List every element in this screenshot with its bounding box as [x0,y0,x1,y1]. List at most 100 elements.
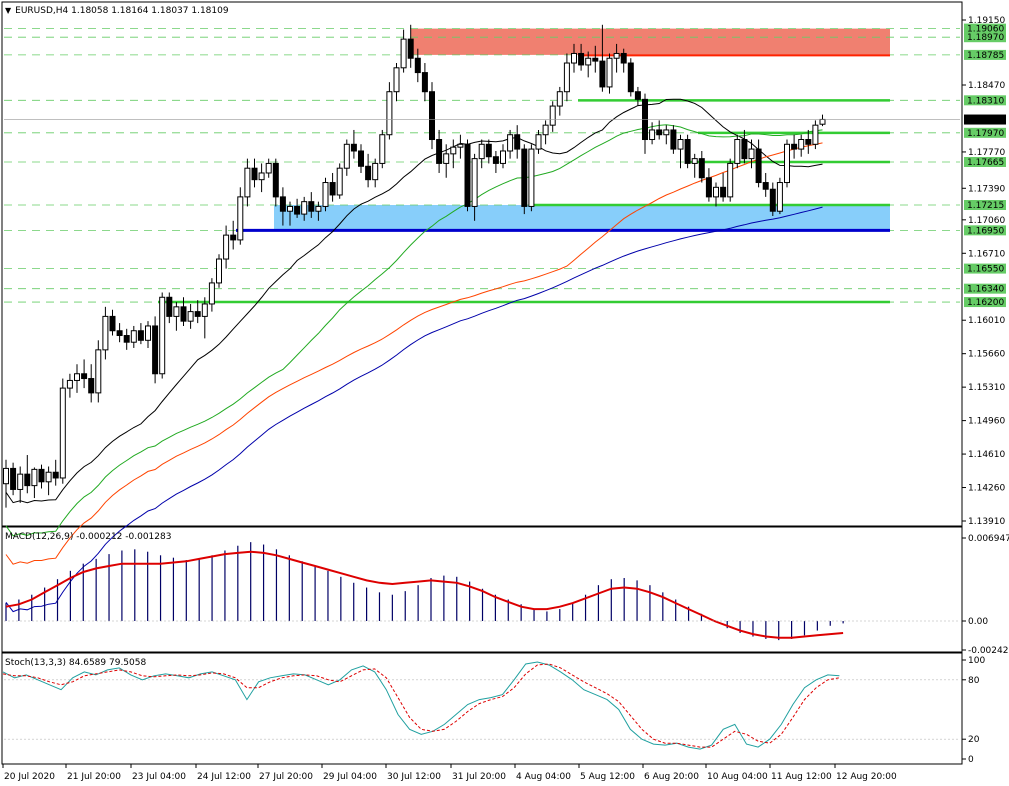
candle-body[interactable] [407,38,414,59]
candle-body[interactable] [159,296,166,375]
candle-body[interactable] [201,303,208,317]
stoch-panel[interactable] [1,652,963,765]
candle-body[interactable] [684,139,691,164]
candle-body[interactable] [38,468,45,483]
candle-body[interactable] [592,57,599,62]
candle-body[interactable] [507,134,514,152]
candle-body[interactable] [279,196,286,212]
candle-body[interactable] [336,167,343,196]
candle-body[interactable] [350,143,357,152]
candle-body[interactable] [421,72,428,93]
candle-body[interactable] [294,205,301,215]
candle-body[interactable] [549,105,556,126]
candle-body[interactable] [656,129,663,136]
candle-body[interactable] [123,335,130,343]
candle-body[interactable] [713,186,719,198]
candle-body[interactable] [528,148,535,207]
candle-body[interactable] [677,139,684,150]
candle-body[interactable] [443,153,450,164]
candle-body[interactable] [634,91,641,100]
candle-body[interactable] [145,325,151,341]
candle-body[interactable] [698,158,705,179]
candle-body[interactable] [237,196,244,241]
candle-body[interactable] [720,186,727,198]
candle-body[interactable] [784,143,790,184]
candle-body[interactable] [450,146,457,155]
candle-body[interactable] [578,52,585,66]
candle-body[interactable] [102,315,109,351]
candle-body[interactable] [798,139,805,150]
candle-body[interactable] [762,182,769,190]
candle-body[interactable] [315,205,322,212]
candle-body[interactable] [393,67,400,93]
candle-body[interactable] [109,315,116,332]
candle-body[interactable] [585,57,592,66]
candle-body[interactable] [776,182,783,212]
candle-body[interactable] [251,167,258,181]
candle-body[interactable] [500,150,506,164]
candle-body[interactable] [571,52,577,64]
candle-body[interactable] [208,282,215,305]
candle-body[interactable] [216,258,222,284]
candle-body[interactable] [514,134,521,150]
candle-body[interactable] [372,162,379,181]
candle-body[interactable] [258,172,265,181]
candle-body[interactable] [429,91,435,141]
candle-body[interactable] [180,306,187,322]
candle-body[interactable] [81,373,88,380]
candle-body[interactable] [365,165,372,181]
candle-body[interactable] [343,143,350,169]
candle-body[interactable] [734,139,741,164]
candle-body[interactable] [74,373,80,381]
candle-body[interactable] [31,468,38,487]
candle-body[interactable] [649,129,656,141]
candle-body[interactable] [137,330,144,341]
candle-body[interactable] [194,311,201,317]
candle-body[interactable] [116,330,123,337]
candle-body[interactable] [187,311,194,322]
candle-body[interactable] [670,129,677,150]
candle-body[interactable] [436,139,443,164]
candle-body[interactable] [457,143,464,148]
candle-body[interactable] [358,150,364,167]
candle-body[interactable] [741,139,748,160]
price-panel[interactable] [1,1,963,527]
candle-body[interactable] [244,167,251,198]
candle-body[interactable] [556,91,563,107]
candle-body[interactable] [386,91,393,136]
candle-body[interactable] [769,188,776,212]
candle-body[interactable] [152,325,159,375]
candle-body[interactable] [620,52,627,64]
candle-body[interactable] [613,52,620,59]
candle-body[interactable] [59,387,66,479]
candle-body[interactable] [478,143,485,160]
candle-body[interactable] [17,473,24,490]
candle-body[interactable] [599,60,606,88]
candle-body[interactable] [663,129,670,136]
candle-body[interactable] [471,158,478,207]
candle-body[interactable] [10,467,17,490]
candle-body[interactable] [322,182,329,207]
candle-body[interactable] [627,62,634,93]
candle-body[interactable] [819,118,826,125]
candle-body[interactable] [542,124,549,136]
candle-body[interactable] [173,306,180,317]
candle-body[interactable] [52,471,59,479]
candle-body[interactable] [705,177,712,198]
candle-body[interactable] [464,143,471,207]
candle-body[interactable] [791,143,798,150]
candle-body[interactable] [812,124,819,145]
candle-body[interactable] [308,201,315,212]
candle-body[interactable] [535,134,542,150]
candle-body[interactable] [272,162,279,198]
candle-body[interactable] [66,379,73,389]
candle-body[interactable] [223,234,230,260]
candle-body[interactable] [805,139,812,145]
candle-body[interactable] [563,62,570,93]
candle-body[interactable] [265,162,272,174]
candle-body[interactable] [130,330,137,343]
candle-body[interactable] [230,234,237,241]
candle-body[interactable] [492,156,499,164]
candle-body[interactable] [521,148,528,207]
